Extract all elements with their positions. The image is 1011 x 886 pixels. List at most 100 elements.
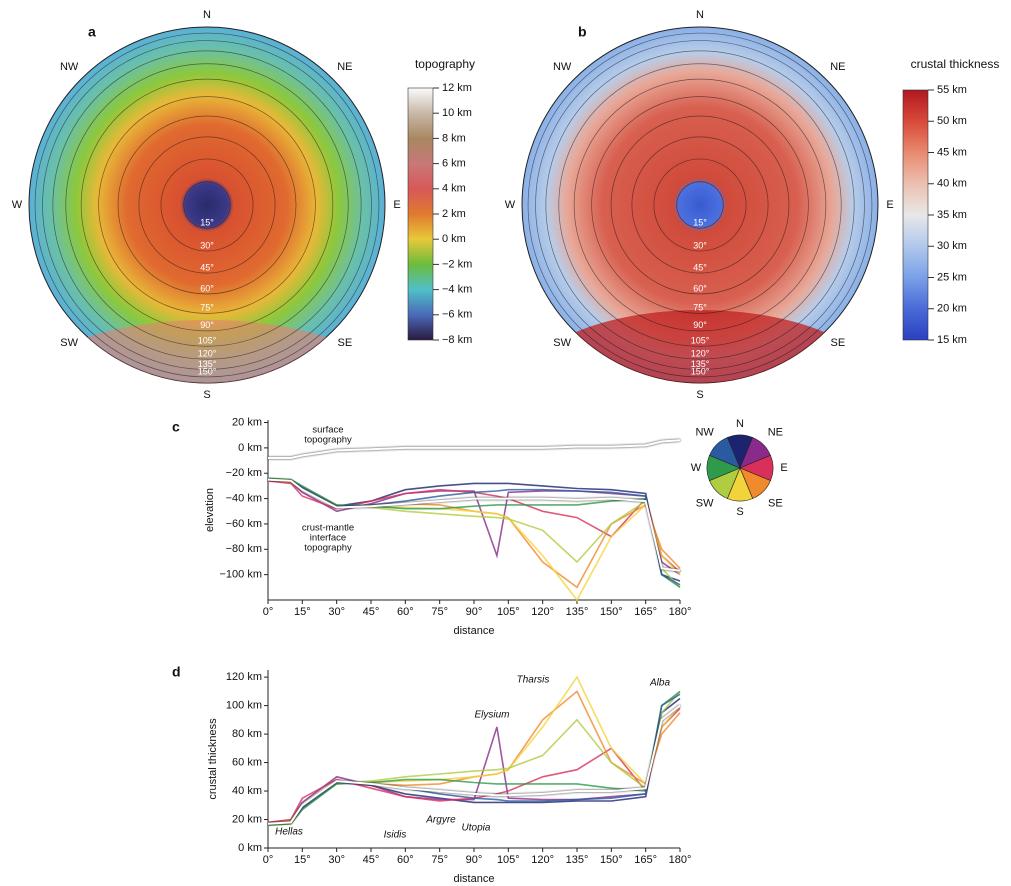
x-tick-label: 15°	[294, 854, 311, 866]
legend-label: SE	[768, 497, 783, 509]
colorbar-tick-label: 0 km	[442, 233, 466, 245]
x-tick-label: 120°	[531, 606, 554, 618]
ring-label: 105°	[691, 336, 710, 346]
panel-letter: c	[172, 419, 180, 435]
x-tick-label: 45°	[363, 606, 380, 618]
ring-label: 150°	[691, 366, 710, 376]
colorbar-title: crustal thickness	[911, 57, 1000, 71]
mean-line	[268, 706, 680, 824]
profile-line	[268, 708, 680, 822]
y-tick-label: −40 km	[226, 492, 262, 504]
compass-label: NW	[60, 61, 79, 73]
x-tick-label: 75°	[431, 606, 448, 618]
x-tick-label: 90°	[466, 854, 483, 866]
ring-label: 120°	[198, 349, 217, 359]
x-tick-label: 60°	[397, 606, 414, 618]
x-tick-label: 90°	[466, 606, 483, 618]
compass-label: W	[505, 199, 516, 211]
colorbar-tick-label: −4 km	[442, 284, 472, 296]
panel-letter: b	[578, 24, 587, 40]
colorbar	[408, 88, 433, 340]
legend-label: NW	[695, 427, 714, 439]
compass-label: SE	[338, 337, 353, 349]
colorbar-tick-label: 55 km	[937, 84, 967, 96]
x-tick-label: 150°	[600, 854, 623, 866]
colorbar	[903, 90, 928, 340]
y-tick-label: 0 km	[238, 842, 262, 854]
ring-label: 30°	[200, 240, 214, 250]
y-tick-label: 20 km	[232, 416, 262, 428]
annotation: topography	[304, 543, 352, 554]
x-tick-label: 180°	[669, 606, 692, 618]
ring-label: 150°	[198, 366, 217, 376]
legend-label: N	[736, 418, 744, 430]
compass-label: SE	[831, 337, 846, 349]
x-tick-label: 135°	[566, 606, 589, 618]
x-tick-label: 165°	[634, 854, 657, 866]
x-tick-label: 135°	[566, 854, 589, 866]
colorbar-tick-label: 10 km	[442, 107, 472, 119]
panel-letter: a	[88, 24, 96, 40]
y-tick-label: −60 km	[226, 518, 262, 530]
legend-label: NE	[768, 427, 783, 439]
colorbar-tick-label: 2 km	[442, 208, 466, 220]
legend-label: E	[780, 462, 787, 474]
y-axis-label: elevation	[204, 488, 216, 532]
ring-label: 45°	[200, 262, 214, 272]
compass-label: SW	[553, 337, 571, 349]
annotation: Utopia	[462, 823, 491, 834]
x-tick-label: 150°	[600, 606, 623, 618]
figure: a15°30°45°60°75°90°105°120°135°150°NNEES…	[0, 0, 1011, 886]
ring-label: 90°	[200, 320, 214, 330]
colorbar-title: topography	[415, 57, 475, 71]
x-tick-label: 180°	[669, 854, 692, 866]
map-a	[29, 27, 385, 440]
ring-label: 105°	[198, 336, 217, 346]
colorbar-tick-label: 6 km	[442, 158, 466, 170]
profile-line	[268, 706, 680, 823]
legend-label: S	[736, 506, 743, 518]
y-tick-label: −20 km	[226, 467, 262, 479]
colorbar-tick-label: −8 km	[442, 334, 472, 346]
ring-label: 15°	[693, 218, 707, 228]
x-tick-label: 165°	[634, 606, 657, 618]
y-axis-label: crustal thickness	[207, 718, 219, 800]
y-tick-label: 120 km	[226, 671, 262, 683]
x-tick-label: 30°	[328, 854, 345, 866]
colorbar-tick-label: 30 km	[937, 240, 967, 252]
colorbar-tick-label: −2 km	[442, 258, 472, 270]
x-tick-label: 60°	[397, 854, 414, 866]
ring-label: 75°	[200, 303, 214, 313]
legend-label: W	[691, 462, 702, 474]
annotation: topography	[304, 435, 352, 446]
compass-label: S	[203, 389, 210, 401]
colorbar-tick-label: 45 km	[937, 146, 967, 158]
compass-label: E	[886, 199, 893, 211]
compass-label: NE	[337, 61, 352, 73]
colorbar-tick-label: 20 km	[937, 303, 967, 315]
compass-label: NE	[830, 61, 845, 73]
ring-label: 90°	[693, 320, 707, 330]
colorbar-tick-label: 25 km	[937, 271, 967, 283]
colorbar-tick-label: 15 km	[937, 334, 967, 346]
ring-label: 30°	[693, 240, 707, 250]
x-tick-label: 75°	[431, 854, 448, 866]
x-tick-label: 105°	[497, 854, 520, 866]
colorbar-tick-label: 40 km	[937, 178, 967, 190]
y-tick-label: 0 km	[238, 442, 262, 454]
compass-label: N	[696, 9, 704, 21]
compass-label: E	[393, 199, 400, 211]
annotation: Isidis	[384, 830, 407, 841]
x-tick-label: 45°	[363, 854, 380, 866]
y-tick-label: 100 km	[226, 700, 262, 712]
colorbar-tick-label: 50 km	[937, 115, 967, 127]
y-tick-label: 60 km	[232, 756, 262, 768]
ring-label: 60°	[200, 283, 214, 293]
compass-label: SW	[60, 337, 78, 349]
panel-letter: d	[172, 664, 181, 680]
colorbar-tick-label: 4 km	[442, 183, 466, 195]
ring-label: 60°	[693, 283, 707, 293]
y-tick-label: −100 km	[220, 569, 263, 581]
annotation: Argyre	[425, 815, 456, 826]
colorbar-tick-label: −6 km	[442, 309, 472, 321]
